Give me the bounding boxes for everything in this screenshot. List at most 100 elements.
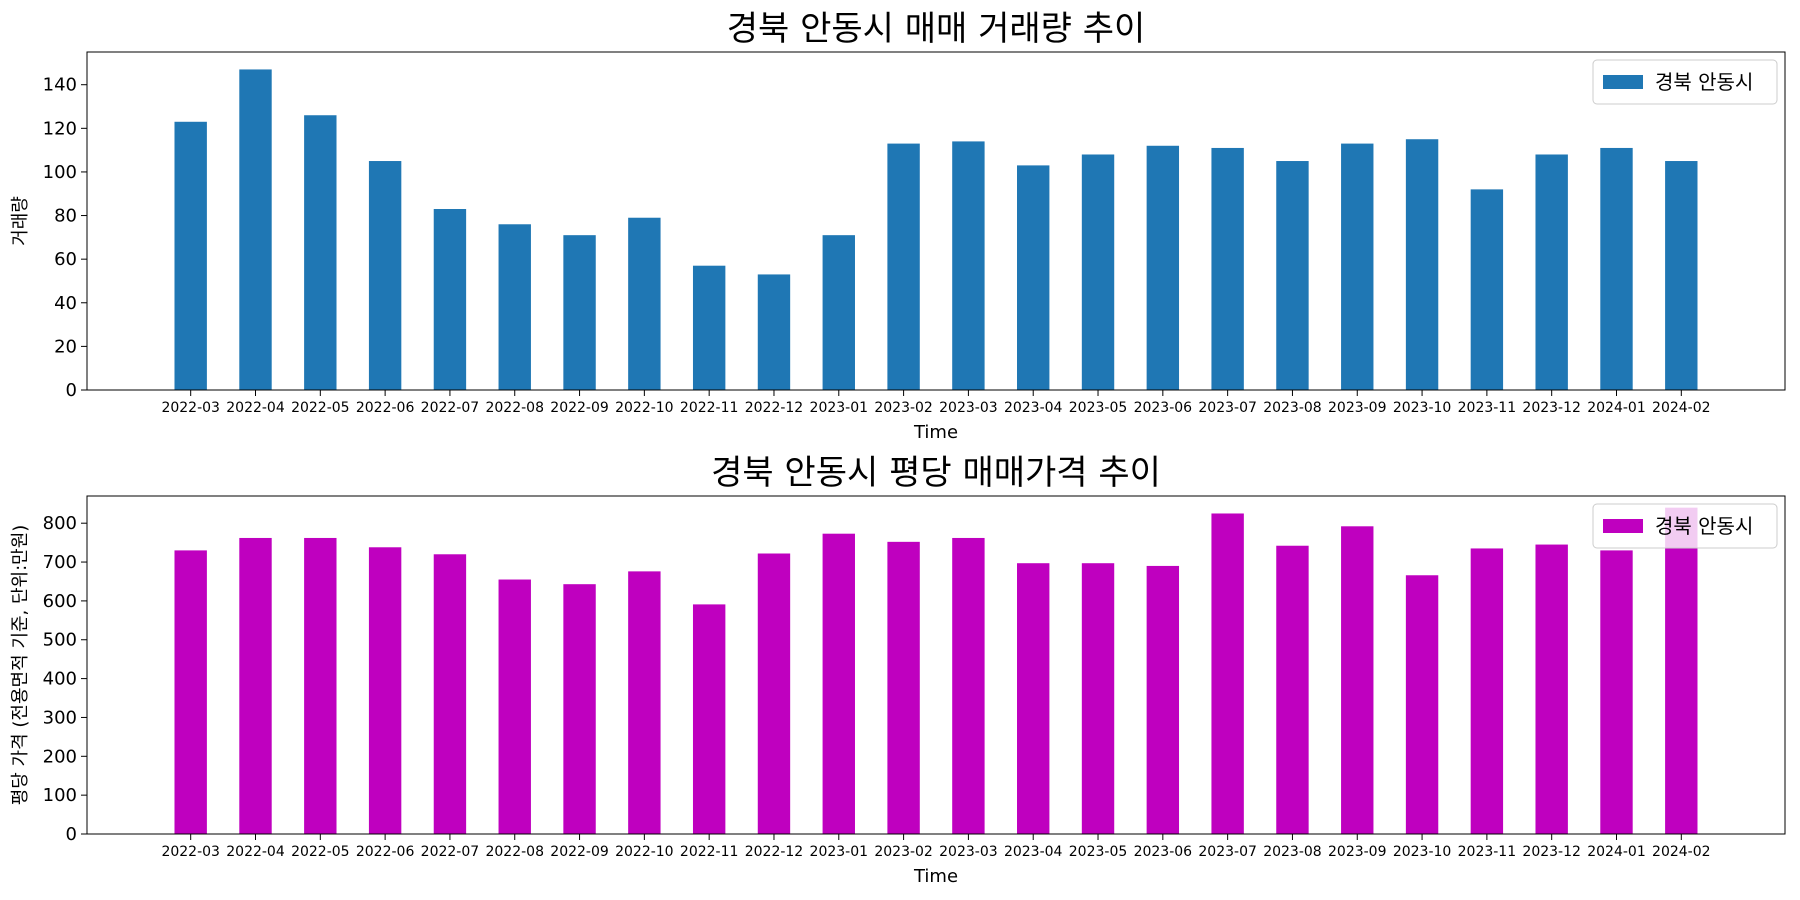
bar-2022-07 (433, 209, 467, 390)
chart-title: 경북 안동시 매매 거래량 추이 (727, 9, 1146, 49)
y-tick-label: 400 (43, 669, 77, 690)
x-tick-label: 2023-02 (874, 400, 933, 416)
y-tick-label: 120 (43, 118, 77, 139)
x-tick-label: 2023-08 (1263, 844, 1322, 860)
plot-frame (86, 51, 1786, 391)
x-tick-label: 2023-06 (1134, 844, 1193, 860)
bar-2022-11 (692, 265, 726, 390)
x-tick-label: 2023-04 (1004, 844, 1063, 860)
x-tick-label: 2023-09 (1328, 844, 1387, 860)
y-tick-label: 300 (43, 707, 77, 728)
x-tick-label: 2024-01 (1587, 400, 1646, 416)
bar-2023-03 (952, 537, 985, 834)
x-tick-label: 2024-01 (1587, 844, 1646, 860)
bar-2023-04 (1017, 563, 1050, 834)
x-tick-label: 2023-03 (939, 844, 998, 860)
chart-panel-1: 경북 안동시 매매 거래량 추이 0 20 40 60 80 100 120 140 2022-0… (10, 9, 1786, 443)
x-tick-label: 2022-10 (615, 844, 674, 860)
bar-2023-03 (952, 141, 985, 390)
y-tick-label: 0 (66, 824, 77, 845)
bar-2024-02 (1665, 507, 1698, 834)
x-tick-label: 2023-11 (1458, 400, 1517, 416)
bar-2023-12 (1535, 544, 1568, 834)
y-tick-label: 100 (43, 162, 77, 183)
bar-2022-11 (692, 604, 726, 834)
x-tick-label: 2022-08 (485, 844, 544, 860)
bar-2022-12 (757, 553, 791, 834)
y-axis-label: 평당 가격 (전용면적 기준, 단위:만원) (10, 525, 31, 806)
y-tick-label: 20 (54, 336, 77, 357)
legend: 경북 안동시 (1592, 503, 1778, 549)
bar-2022-08 (498, 224, 531, 390)
bar-2022-05 (304, 537, 337, 834)
x-tick-label: 2022-03 (161, 400, 220, 416)
bar-2022-03 (174, 121, 207, 390)
bar-2023-09 (1341, 526, 1374, 834)
x-axis-label: Time (913, 422, 958, 443)
x-tick-label: 2023-01 (810, 844, 869, 860)
x-tick-label: 2022-09 (550, 844, 609, 860)
legend-swatch (1603, 519, 1643, 533)
x-tick-label: 2022-06 (356, 400, 415, 416)
legend: 경북 안동시 (1592, 59, 1778, 105)
x-tick-label: 2023-11 (1458, 844, 1517, 860)
x-tick-label: 2022-05 (291, 844, 350, 860)
bar-2023-06 (1146, 565, 1180, 834)
x-axis-label: Time (913, 866, 958, 887)
bar-2023-10 (1405, 575, 1439, 834)
x-tick-label: 2022-09 (550, 400, 609, 416)
x-tick-label: 2023-07 (1198, 400, 1257, 416)
y-axis-label: 거래량 (10, 196, 31, 246)
x-tick-label: 2022-04 (226, 400, 285, 416)
y-tick-label: 800 (43, 513, 77, 534)
x-tick-label: 2022-11 (680, 844, 739, 860)
y-tick-label: 60 (54, 249, 77, 270)
x-tick-label: 2023-10 (1393, 400, 1452, 416)
bar-2023-10 (1405, 139, 1439, 390)
x-tick-label: 2022-04 (226, 844, 285, 860)
x-tick-label: 2023-12 (1522, 844, 1581, 860)
bar-2022-04 (239, 537, 272, 834)
bar-2023-11 (1470, 189, 1504, 390)
bar-2022-08 (498, 579, 531, 834)
x-tick-label: 2022-11 (680, 400, 739, 416)
x-tick-label: 2023-09 (1328, 400, 1387, 416)
bar-2022-09 (563, 235, 596, 390)
x-tick-label: 2022-12 (745, 400, 804, 416)
y-tick-label: 140 (43, 75, 77, 96)
bar-2024-01 (1600, 147, 1633, 390)
y-tick-label: 80 (54, 206, 77, 227)
bar-2023-01 (822, 533, 855, 834)
bar-2022-07 (433, 554, 467, 834)
x-tick-label: 2023-07 (1198, 844, 1257, 860)
bar-2023-05 (1081, 563, 1115, 834)
bar-2023-07 (1211, 513, 1244, 834)
y-tick-label: 40 (54, 293, 77, 314)
bar-2023-02 (887, 143, 920, 390)
plot-frame (86, 495, 1786, 835)
bar-2022-09 (563, 584, 596, 834)
bar-2023-04 (1017, 165, 1050, 390)
legend-label: 경북 안동시 (1655, 70, 1753, 94)
bar-2022-10 (628, 571, 661, 834)
x-tick-label: 2023-12 (1522, 400, 1581, 416)
bar-2022-06 (368, 547, 402, 834)
bar-2022-12 (757, 274, 791, 390)
chart-panel-2: 경북 안동시 평당 매매가격 추이 0 100 200 300 400 500 600 700 8… (10, 453, 1786, 887)
y-tick-label: 200 (43, 746, 77, 767)
legend-box (1592, 503, 1778, 549)
legend-box (1592, 59, 1778, 105)
x-tick-label: 2023-05 (1069, 400, 1128, 416)
bar-2024-02 (1665, 161, 1698, 390)
bar-2022-04 (239, 69, 272, 390)
x-tick-label: 2023-01 (810, 400, 869, 416)
x-tick-label: 2023-05 (1069, 844, 1128, 860)
bar-2023-01 (822, 235, 855, 390)
bar-2023-06 (1146, 145, 1180, 390)
x-tick-label: 2024-02 (1652, 400, 1711, 416)
bar-2022-06 (368, 161, 402, 390)
y-tick-label: 500 (43, 630, 77, 651)
y-tick-label: 0 (66, 380, 77, 401)
bar-2023-02 (887, 541, 920, 834)
